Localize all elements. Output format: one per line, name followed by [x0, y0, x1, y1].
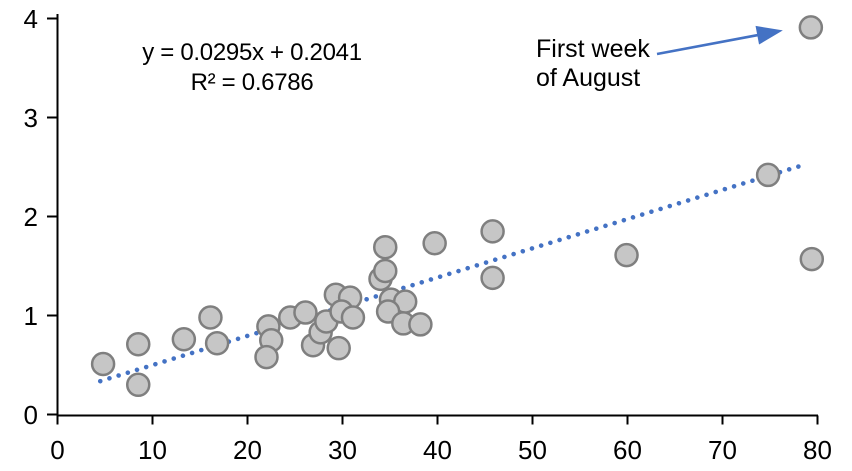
- x-axis-tick-label: 70: [708, 435, 737, 465]
- x-axis-tick-label: 40: [423, 435, 452, 465]
- x-axis-tick-label: 50: [518, 435, 547, 465]
- data-point: [126, 331, 151, 357]
- y-axis-tick-label: 0: [24, 400, 38, 430]
- trendline-r-squared-label: R² = 0.6786: [191, 69, 314, 96]
- annotation-text-line-2: of August: [536, 64, 640, 92]
- data-point: [340, 305, 366, 330]
- y-axis-tick-label: 3: [24, 103, 38, 133]
- x-axis-tick-label: 60: [613, 435, 642, 465]
- data-points: [90, 15, 825, 398]
- data-point: [171, 327, 197, 352]
- x-axis-tick-label: 80: [803, 435, 832, 465]
- x-axis-tick-label: 0: [50, 435, 64, 465]
- trendline-equation-label: y = 0.0295x + 0.2041: [142, 39, 362, 66]
- annotation-arrow-icon: [656, 25, 783, 56]
- y-axis-tick-label: 4: [24, 4, 38, 34]
- data-point: [799, 246, 825, 272]
- data-point: [480, 265, 505, 291]
- y-axis-tick-label: 1: [24, 301, 38, 331]
- x-axis-tick-label: 20: [233, 435, 262, 465]
- data-point: [204, 330, 230, 356]
- annotation-text-line-1: First week: [536, 35, 650, 63]
- data-point: [614, 242, 639, 268]
- data-point: [798, 15, 824, 40]
- data-point: [480, 219, 505, 244]
- arrow-shaft: [656, 33, 760, 56]
- data-point: [755, 162, 781, 188]
- arrow-head: [755, 25, 783, 45]
- data-point: [408, 312, 433, 337]
- data-point: [326, 335, 351, 361]
- data-point: [373, 258, 398, 284]
- data-point: [126, 372, 151, 398]
- y-axis-tick-label: 2: [24, 202, 38, 232]
- data-point: [422, 230, 447, 256]
- x-axis-tick-label: 10: [138, 435, 167, 465]
- data-point: [90, 351, 116, 377]
- data-point: [254, 344, 279, 370]
- data-point: [198, 305, 223, 330]
- x-axis-tick-label: 30: [328, 435, 357, 465]
- data-point: [293, 300, 318, 325]
- data-point: [373, 234, 398, 260]
